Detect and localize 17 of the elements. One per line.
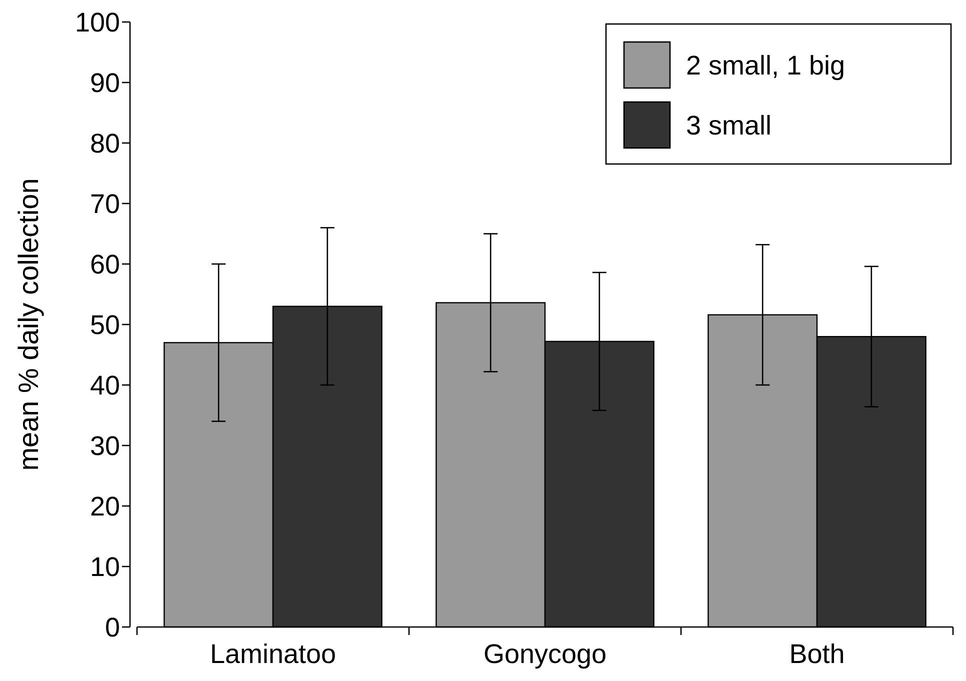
y-axis-title: mean % daily collection — [13, 178, 44, 471]
x-tick-label: Both — [789, 639, 845, 669]
x-tick-label: Laminatoo — [210, 639, 336, 669]
y-tick-label: 70 — [90, 188, 120, 219]
y-tick-label: 40 — [90, 370, 120, 400]
y-tick-label: 80 — [90, 128, 120, 158]
legend-label: 3 small — [686, 110, 772, 140]
y-tick-label: 30 — [90, 430, 120, 461]
legend-label: 2 small, 1 big — [686, 50, 846, 80]
x-tick-label: Gonycogo — [483, 639, 607, 669]
y-tick-label: 0 — [104, 612, 120, 642]
y-tick-label: 20 — [90, 491, 120, 522]
y-tick-label: 10 — [90, 552, 120, 582]
y-tick-label: 90 — [90, 68, 120, 98]
y-tick-label: 50 — [90, 310, 120, 340]
y-tick-label: 60 — [90, 249, 120, 280]
y-tick-label: 100 — [74, 7, 120, 38]
